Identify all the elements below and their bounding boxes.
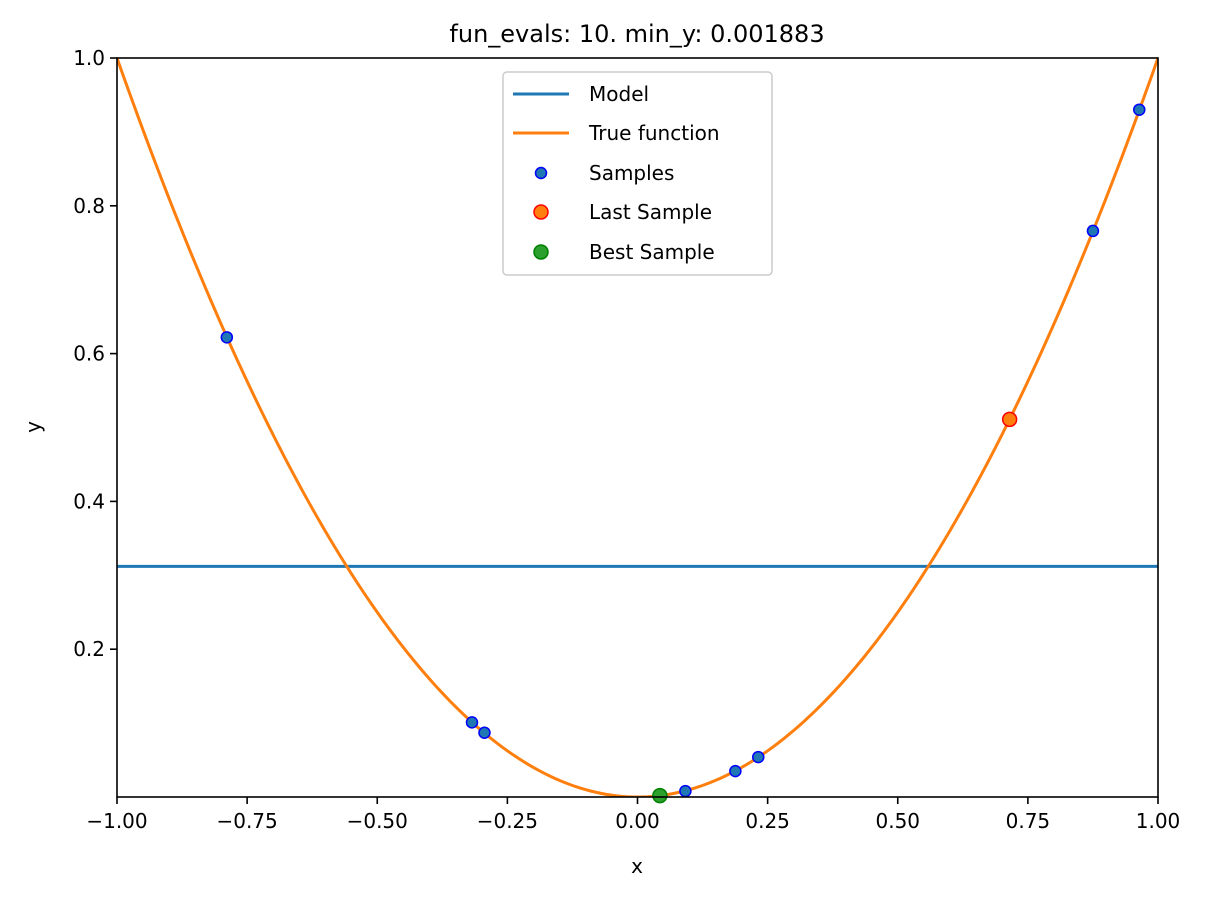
legend-samples-marker (534, 166, 548, 180)
sample-point (1133, 103, 1146, 116)
y-tick-label: 1.0 (73, 46, 105, 70)
y-tick-label: 0.8 (73, 194, 105, 218)
sample-point (1086, 224, 1100, 238)
legend-model-label: Model (589, 82, 649, 106)
legend: Model True function Samples Last Sample … (502, 71, 773, 276)
sample-point (478, 726, 491, 739)
sample-point (465, 716, 479, 729)
x-tick-label: 0.75 (1006, 809, 1051, 833)
x-tick-label: −0.25 (477, 809, 538, 833)
x-axis-label: x (631, 854, 643, 878)
legend-box (502, 71, 773, 276)
x-tick-label: 0.50 (875, 809, 920, 833)
legend-best-sample-marker (533, 244, 549, 260)
x-tick-label: 0.00 (615, 809, 660, 833)
sample-point (752, 750, 765, 764)
x-tick-label: −0.50 (347, 809, 408, 833)
x-tick-label: 0.25 (745, 809, 790, 833)
legend-last-sample-label: Last Sample (589, 200, 712, 224)
x-tick-label: −0.75 (216, 809, 277, 833)
legend-true-function-label: True function (588, 121, 720, 145)
sample-point (679, 784, 692, 798)
legend-best-sample-label: Best Sample (589, 240, 715, 264)
sample-point (220, 331, 234, 344)
y-tick-label: 0.4 (73, 489, 105, 513)
best-sample-point (652, 787, 668, 804)
true-function-line (117, 58, 1158, 797)
axes-frame (116, 57, 1159, 798)
sample-point (729, 764, 742, 778)
x-tick-label: −1.00 (86, 809, 147, 833)
y-tick-label: 0.2 (73, 637, 105, 661)
y-axis-label: y (21, 421, 45, 433)
last-sample-point (1001, 411, 1018, 428)
chart-title: fun_evals: 10. min_y: 0.001883 (449, 20, 824, 48)
axes-ticks: −1.00 −0.75 −0.50 −0.25 0.00 0.25 0.50 0.75 1.00… (73, 46, 1180, 833)
y-tick-label: 0.6 (73, 342, 105, 366)
legend-last-sample-marker (533, 204, 549, 220)
plot-area (117, 58, 1158, 804)
x-tick-label: 1.00 (1136, 809, 1181, 833)
legend-samples-label: Samples (589, 161, 674, 185)
